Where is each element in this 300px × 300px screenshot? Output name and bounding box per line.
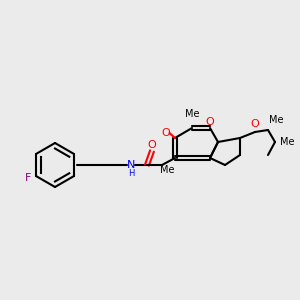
Text: O: O <box>161 128 170 138</box>
Text: N: N <box>127 160 135 170</box>
Text: H: H <box>128 169 134 178</box>
Text: O: O <box>148 140 156 150</box>
Text: Me: Me <box>269 115 283 125</box>
Text: O: O <box>250 119 260 129</box>
Text: Me: Me <box>160 165 174 175</box>
Text: Me: Me <box>185 109 199 119</box>
Text: O: O <box>206 117 214 127</box>
Text: F: F <box>25 173 31 183</box>
Text: Me: Me <box>280 137 294 147</box>
